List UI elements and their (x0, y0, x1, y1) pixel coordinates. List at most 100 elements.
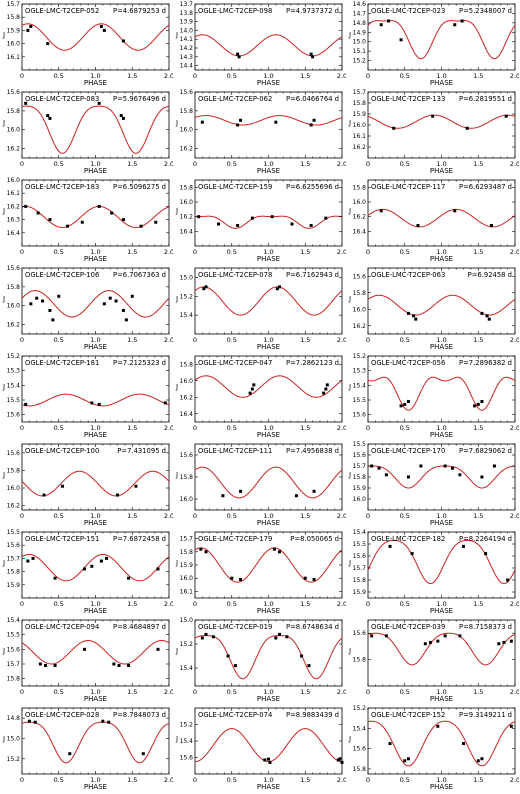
x-tick-label: 0 (366, 160, 370, 168)
x-tick-label: 2.0 (164, 512, 173, 520)
x-tick-label: 1.5 (127, 424, 137, 432)
data-point (370, 464, 374, 468)
y-tick-label: 15.5 (7, 397, 21, 404)
data-point (119, 114, 123, 118)
x-tick-label: 2.0 (164, 776, 173, 784)
data-point (107, 720, 111, 724)
data-point (497, 642, 501, 646)
x-tick-label: 1.0 (436, 424, 446, 432)
x-tick-label: 1.0 (436, 336, 446, 344)
x-tick-label: 2.0 (510, 512, 519, 520)
y-tick-label: 13.8 (180, 10, 194, 17)
period-label: P=7.6872458 d (113, 535, 166, 543)
x-tick-label: 2.0 (337, 512, 346, 520)
data-point (303, 576, 307, 580)
y-tick-label: 15.7 (7, 1, 21, 8)
y-tick-label: 15.8 (7, 569, 21, 576)
data-point (460, 19, 464, 23)
data-point (458, 634, 462, 638)
x-tick-label: 2.0 (510, 424, 519, 432)
data-point (399, 38, 403, 42)
period-label: P=6.7162943 d (286, 271, 339, 279)
data-point (458, 473, 462, 477)
x-axis-label: PHASE (84, 255, 107, 263)
star-name: OGLE-LMC-T2CEP-100 (25, 447, 99, 455)
data-point (141, 752, 145, 756)
x-tick-label: 0 (20, 512, 24, 520)
y-tick-label: 16.0 (7, 303, 21, 310)
period-label: P=9.3149211 d (459, 711, 512, 719)
data-point (53, 576, 57, 580)
y-tick-label: 15.6 (7, 542, 21, 549)
y-axis-label: J (175, 735, 178, 743)
data-point (453, 209, 457, 213)
x-axis-label: PHASE (430, 167, 453, 175)
x-tick-label: 1.5 (473, 248, 483, 256)
data-point (116, 493, 120, 497)
light-curve-chart: 0 0.5 1.0 1.5 2.0 15.2 15.3 15.4 15.5 15.6 OGLE-LM… (2, 353, 173, 439)
x-tick-label: 1.5 (300, 688, 310, 696)
data-point (379, 209, 383, 213)
y-tick-label: 16.1 (7, 190, 21, 197)
y-tick-label: 15.6 (180, 755, 194, 762)
x-tick-label: 0 (193, 512, 197, 520)
data-point (51, 318, 55, 322)
x-tick-label: 2.0 (164, 336, 173, 344)
star-name: OGLE-LMC-T2CEP-179 (198, 535, 272, 543)
light-curve-chart: 0 0.5 1.0 1.5 2.0 14.6 14.7 14.8 14.9 15.0 15.1 15.… (348, 1, 519, 87)
x-tick-label: 2.0 (337, 248, 346, 256)
star-name: OGLE-LMC-T2CEP-111 (198, 447, 272, 455)
period-label: P=8.9883439 d (286, 711, 339, 719)
y-tick-label: 16.0 (180, 496, 194, 503)
data-point (312, 578, 316, 582)
data-point (121, 39, 125, 43)
x-tick-label: 0.5 (400, 72, 410, 80)
y-tick-label: 15.4 (180, 312, 194, 319)
x-tick-label: 0 (20, 160, 24, 168)
fit-curve (21, 553, 170, 582)
star-name: OGLE-LMC-T2CEP-094 (25, 623, 99, 631)
data-point (226, 654, 230, 658)
data-point (202, 287, 206, 291)
x-tick-label: 0.5 (54, 72, 64, 80)
y-tick-label: 16.1 (180, 588, 194, 595)
data-point (416, 223, 420, 227)
x-axis-label: PHASE (430, 695, 453, 703)
data-point (200, 636, 204, 640)
data-point (97, 204, 101, 208)
data-point (504, 114, 508, 118)
fit-curve (21, 721, 170, 764)
data-point (462, 742, 466, 746)
data-point (27, 719, 31, 723)
fit-curve (367, 632, 516, 666)
data-point (236, 223, 240, 227)
star-name: OGLE-LMC-T2CEP-117 (371, 183, 445, 191)
data-point (197, 215, 201, 219)
x-tick-label: 1.0 (90, 600, 100, 608)
data-point (41, 299, 45, 303)
x-axis-label: PHASE (257, 167, 280, 175)
data-point (484, 552, 488, 556)
data-point (29, 302, 33, 306)
data-point (322, 391, 326, 395)
y-tick-label: 16.2 (180, 146, 194, 153)
y-tick-label: 14.8 (353, 20, 367, 27)
light-curve-chart: 0 0.5 1.0 1.5 2.0 15.2 15.3 15.4 15.5 15.6 OGLE-LM… (348, 353, 519, 439)
y-axis-label: J (2, 735, 5, 743)
data-point (221, 494, 225, 498)
period-label: P=8.7848073 d (113, 711, 166, 719)
y-tick-label: 16.2 (180, 214, 194, 221)
y-tick-label: 13.7 (180, 1, 194, 8)
light-curve-chart: 0 0.5 1.0 1.5 2.0 15.5 15.6 15.7 15.8 15.9 16.0 OGL… (348, 441, 519, 527)
y-tick-label: 14.8 (7, 715, 21, 722)
data-point (410, 552, 414, 556)
fit-curve (367, 720, 516, 767)
y-tick-label: 15.6 (353, 746, 367, 753)
y-tick-label: 15.4 (180, 665, 194, 672)
y-tick-label: 14.6 (353, 1, 367, 8)
data-point (230, 576, 234, 580)
x-tick-label: 1.5 (473, 776, 483, 784)
data-point (48, 116, 52, 120)
y-axis-label: J (175, 471, 178, 479)
data-point (239, 578, 243, 582)
